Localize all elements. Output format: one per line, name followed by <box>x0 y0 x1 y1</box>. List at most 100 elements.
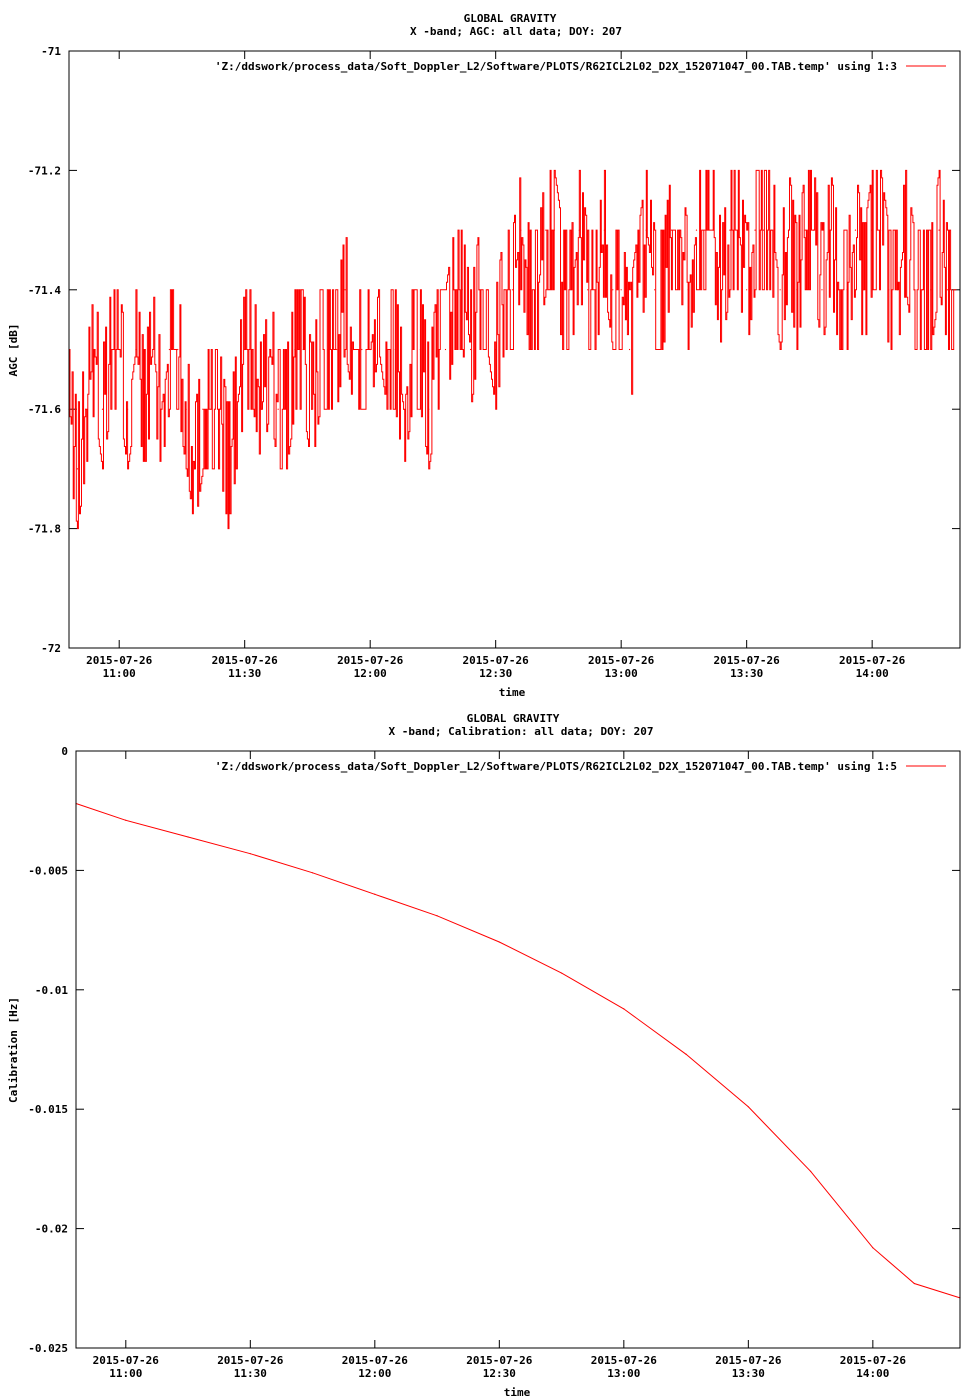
agc-data-point <box>687 289 689 291</box>
agc-xtick-date-label: 2015-07-26 <box>212 654 279 667</box>
agc-data-point <box>871 229 873 231</box>
agc-data-point <box>227 468 229 470</box>
agc-xtick-time-label: 14:00 <box>856 667 889 680</box>
agc-xtick-time-label: 11:00 <box>103 667 136 680</box>
agc-data-point <box>419 348 421 351</box>
calibration-chart-subtitle: X -band; Calibration: all data; DOY: 207 <box>389 725 654 738</box>
agc-data-point <box>269 348 271 351</box>
agc-data-point <box>545 229 547 231</box>
agc-data-point <box>210 408 212 410</box>
agc-data-point <box>737 229 739 231</box>
agc-data-point <box>754 229 756 231</box>
agc-data-point <box>126 408 129 410</box>
agc-data-point <box>921 289 923 291</box>
agc-data-point <box>771 229 773 231</box>
agc-data-point <box>946 289 949 291</box>
agc-data-point <box>361 348 363 351</box>
calibration-data-point <box>809 1170 812 1172</box>
agc-data-point <box>461 289 463 291</box>
agc-data-point <box>436 348 438 351</box>
agc-xtick-time-label: 12:30 <box>479 667 512 680</box>
agc-data-point <box>645 229 647 231</box>
agc-data-point <box>252 348 254 351</box>
agc-xtick-date-label: 2015-07-26 <box>86 654 153 667</box>
agc-y-axis-label: AGC [dB] <box>7 324 20 377</box>
calibration-chart-panel: GLOBAL GRAVITY X -band; Calibration: all… <box>7 712 961 1399</box>
agc-data-point <box>319 348 321 351</box>
agc-x-axis-label: time <box>499 686 526 699</box>
agc-data-point <box>152 348 154 351</box>
agc-xtick-date-label: 2015-07-26 <box>588 654 655 667</box>
agc-data-point <box>76 468 78 470</box>
calibration-xtick-date-label: 2015-07-26 <box>840 1354 907 1367</box>
agc-data-point <box>344 289 346 291</box>
agc-legend-label: 'Z:/ddswork/process_data/Soft_Doppler_L2… <box>215 60 897 73</box>
calibration-xtick-time-label: 11:30 <box>234 1367 267 1380</box>
agc-data-point <box>729 229 731 231</box>
calibration-data-point <box>374 893 376 895</box>
agc-data-point <box>536 289 539 291</box>
agc-data-point <box>469 348 472 351</box>
agc-data-point <box>838 289 840 291</box>
agc-data-point <box>637 289 639 291</box>
calibration-xtick-time-label: 13:30 <box>732 1367 765 1380</box>
agc-xtick-time-label: 12:00 <box>354 667 387 680</box>
agc-ytick-label: -72 <box>41 642 61 655</box>
calibration-y-axis-label: Calibration [Hz] <box>7 997 20 1103</box>
calibration-ytick-label: -0.005 <box>28 864 68 877</box>
agc-data-point <box>528 289 530 291</box>
agc-data-point <box>896 289 898 291</box>
agc-data-point <box>93 348 95 351</box>
agc-ytick-label: -71 <box>41 45 61 58</box>
agc-data-point <box>277 408 279 410</box>
agc-data-point <box>879 229 882 231</box>
agc-data-point <box>854 229 857 231</box>
agc-data-point <box>444 348 447 351</box>
agc-data-point <box>193 468 196 470</box>
agc-chart-title: GLOBAL GRAVITY <box>464 12 557 25</box>
calibration-data-point <box>872 1247 874 1249</box>
agc-data-point <box>327 348 329 351</box>
agc-data-point <box>720 289 723 291</box>
agc-data-point <box>177 348 179 351</box>
agc-data-point <box>654 289 656 291</box>
calibration-xtick-time-label: 14:00 <box>856 1367 889 1380</box>
agc-data-point <box>846 289 848 291</box>
calibration-data-point <box>913 1282 915 1285</box>
calibration-ytick-label: -0.02 <box>35 1223 68 1236</box>
agc-data-point <box>202 408 204 410</box>
calibration-xtick-time-label: 13:00 <box>607 1367 640 1380</box>
agc-data-point <box>787 229 790 231</box>
calibration-data-point <box>560 972 563 974</box>
agc-data-point <box>930 289 932 291</box>
agc-data-point <box>285 408 288 410</box>
calibration-ytick-label: -0.01 <box>35 984 68 997</box>
calibration-x-axis-label: time <box>504 1386 531 1399</box>
agc-data-point <box>804 229 806 231</box>
agc-series-group <box>68 169 957 530</box>
calibration-data-point <box>311 872 314 874</box>
agc-xtick-time-label: 13:00 <box>605 667 638 680</box>
agc-xtick-date-label: 2015-07-26 <box>714 654 781 667</box>
agc-ytick-label: -71.4 <box>28 284 61 297</box>
agc-data-point <box>85 408 87 410</box>
agc-data-point <box>695 229 698 231</box>
agc-data-point <box>712 229 714 231</box>
agc-chart-subtitle: X -band; AGC: all data; DOY: 207 <box>410 25 622 38</box>
agc-data-point <box>670 229 672 231</box>
agc-data-point <box>352 348 355 351</box>
agc-data-point <box>746 289 748 291</box>
agc-data-point <box>779 289 781 291</box>
agc-data-point <box>135 348 137 351</box>
agc-ytick-label: -71.6 <box>28 403 61 416</box>
agc-data-point <box>704 229 706 231</box>
agc-data-point <box>829 229 831 231</box>
agc-data-point <box>336 348 338 351</box>
agc-data-point <box>511 289 514 291</box>
agc-data-point <box>495 348 497 351</box>
agc-data-point <box>160 408 162 410</box>
calibration-series-line <box>75 803 961 1299</box>
agc-data-point <box>453 289 455 291</box>
agc-data-point <box>143 408 145 410</box>
agc-data-point <box>938 229 940 231</box>
